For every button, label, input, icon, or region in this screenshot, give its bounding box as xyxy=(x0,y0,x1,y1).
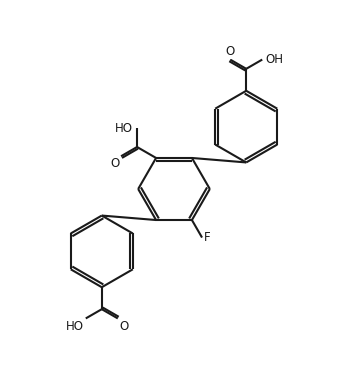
Text: F: F xyxy=(204,231,211,244)
Text: O: O xyxy=(119,319,129,333)
Text: O: O xyxy=(111,157,120,170)
Text: OH: OH xyxy=(266,53,284,66)
Text: O: O xyxy=(226,45,235,59)
Text: HO: HO xyxy=(66,319,84,333)
Text: HO: HO xyxy=(114,122,133,135)
